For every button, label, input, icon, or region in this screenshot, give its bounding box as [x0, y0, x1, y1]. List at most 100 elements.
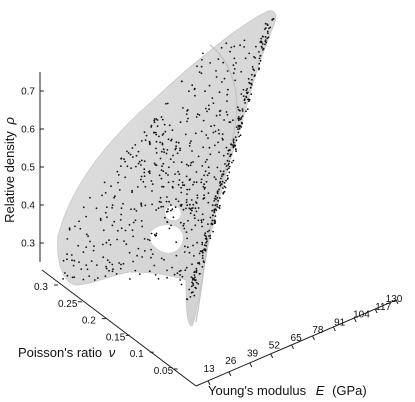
scatter-point — [222, 187, 224, 190]
scatter-point — [225, 146, 228, 149]
scatter-point — [68, 227, 71, 230]
scatter-point — [213, 197, 216, 200]
scatter-point — [122, 262, 125, 265]
scatter-point — [264, 36, 267, 38]
scatter-point — [245, 110, 247, 113]
scatter-point — [231, 143, 233, 146]
density-surface — [57, 10, 277, 327]
scatter-point — [264, 43, 266, 46]
scatter-point — [245, 89, 248, 92]
scatter-point — [119, 267, 122, 270]
scatter-point — [164, 216, 166, 219]
scatter-point — [226, 159, 229, 162]
scatter-point — [229, 121, 232, 123]
scatter-point — [192, 203, 195, 206]
scatter-point — [260, 40, 262, 43]
scatter-point — [123, 158, 125, 161]
scatter-point — [227, 167, 230, 170]
scatter-point — [88, 275, 91, 277]
scatter-point — [189, 208, 192, 211]
scatter-point — [239, 134, 242, 137]
scatter-point — [167, 208, 169, 211]
scatter-point — [248, 52, 251, 55]
scatter-point — [249, 86, 252, 89]
scatter-point — [190, 228, 193, 231]
scatter-point — [223, 119, 226, 121]
scatter-point — [258, 57, 261, 60]
scatter-point — [191, 150, 193, 152]
scatter-point — [113, 196, 115, 199]
scatter-point — [244, 102, 247, 104]
scatter-point — [185, 231, 188, 234]
scatter-point — [207, 201, 210, 204]
scatter-point — [238, 135, 241, 138]
scatter-point — [267, 32, 269, 35]
scatter-point — [114, 195, 116, 198]
x-tick-label: 26 — [225, 356, 237, 367]
scatter-point — [150, 180, 153, 182]
scatter-point — [218, 91, 221, 94]
scatter-point — [176, 272, 179, 275]
scatter-point — [206, 174, 209, 177]
scatter-point — [162, 132, 165, 135]
scatter-point — [144, 204, 147, 207]
scatter-point — [200, 130, 203, 133]
scatter-point — [185, 266, 188, 269]
scatter-point — [143, 160, 146, 163]
scatter-point — [259, 55, 262, 57]
scatter-point — [159, 141, 162, 144]
scatter-point — [180, 186, 183, 189]
scatter-point — [197, 283, 200, 285]
scatter-point — [241, 121, 243, 124]
scatter-point — [132, 260, 135, 263]
scatter-point — [86, 268, 89, 271]
scatter-point — [103, 181, 106, 184]
scatter-point — [174, 206, 177, 209]
scatter-point — [138, 273, 141, 275]
scatter-point — [233, 68, 236, 70]
x-tick-label: 13 — [203, 364, 215, 375]
scatter-point — [150, 232, 153, 235]
scatter-point — [188, 203, 191, 206]
scatter-point — [186, 237, 189, 240]
scatter-point — [73, 276, 76, 279]
scatter-point — [195, 269, 198, 272]
scatter-point — [124, 160, 126, 163]
scatter-point — [185, 175, 188, 178]
scatter-point — [87, 235, 89, 238]
scatter-point — [165, 102, 167, 105]
scatter-point — [226, 70, 229, 72]
scatter-point — [153, 131, 155, 134]
scatter-point — [186, 193, 188, 196]
scatter-point — [165, 172, 167, 175]
scatter-point — [131, 147, 134, 149]
scatter-point — [145, 134, 148, 137]
scatter-point — [124, 229, 127, 232]
scatter-point — [198, 71, 201, 73]
scatter-point — [182, 224, 185, 227]
scatter-point — [189, 142, 191, 145]
scatter-point — [195, 267, 198, 270]
scatter-point — [148, 172, 151, 175]
scatter-point — [207, 137, 209, 140]
scatter-point — [105, 265, 107, 268]
x-tick-label: 104 — [353, 310, 370, 321]
scatter-point — [186, 246, 189, 249]
x-tick-mark — [311, 335, 315, 341]
scatter-point — [193, 255, 195, 257]
scatter-point — [226, 152, 229, 155]
scatter-point — [150, 256, 152, 259]
scatter-point — [189, 178, 192, 181]
scatter-point — [226, 100, 228, 102]
scatter-point — [219, 114, 221, 116]
scatter-point — [204, 90, 206, 93]
scatter-point — [200, 178, 203, 181]
y-tick-label: 0.2 — [82, 316, 96, 327]
scatter-point — [198, 114, 201, 116]
scatter-point — [215, 70, 217, 72]
scatter-point — [194, 132, 197, 135]
scatter-point — [111, 224, 114, 227]
scatter-point — [201, 265, 204, 268]
scatter-point — [225, 165, 228, 167]
scatter-point — [153, 121, 156, 124]
